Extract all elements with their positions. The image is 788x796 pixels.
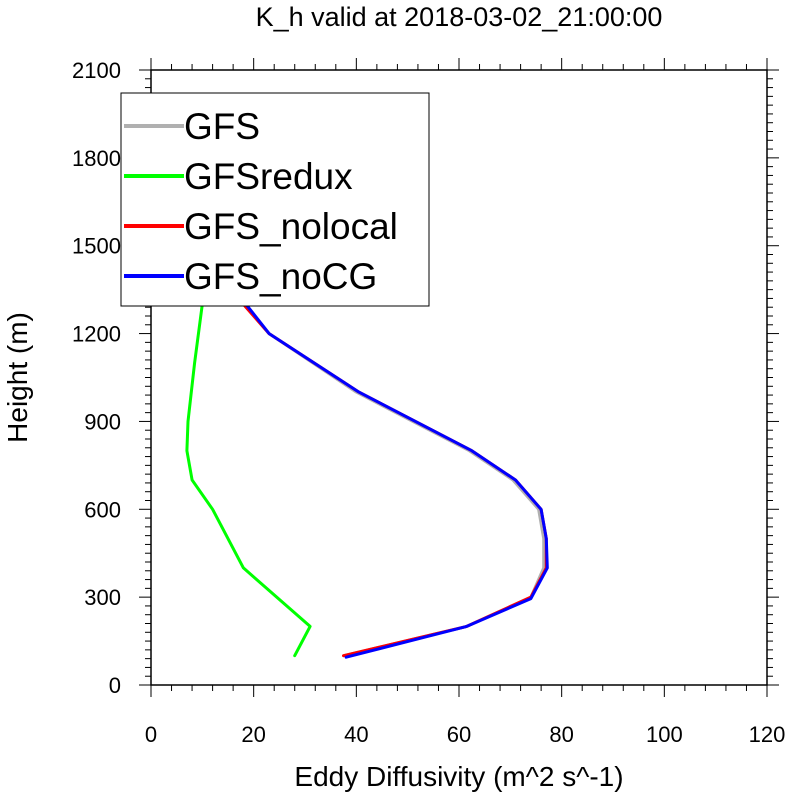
chart-title: K_h valid at 2018-03-02_21:00:00 xyxy=(256,2,663,32)
legend: GFS GFSredux GFS_nolocal GFS_noCG xyxy=(120,92,430,307)
y-tick-label: 900 xyxy=(84,409,121,434)
x-tick-label: 120 xyxy=(749,722,786,747)
x-tick-label: 0 xyxy=(145,722,157,747)
legend-box xyxy=(120,92,430,307)
y-tick-label: 300 xyxy=(84,585,121,610)
y-tick-label: 0 xyxy=(109,673,121,698)
x-tick-label: 40 xyxy=(344,722,368,747)
x-tick-label: 20 xyxy=(241,722,265,747)
legend-label-gfs-nolocal: GFS_nolocal xyxy=(184,206,398,247)
x-tick-label: 100 xyxy=(646,722,683,747)
y-tick-label: 2100 xyxy=(72,58,121,83)
x-tick-label: 60 xyxy=(447,722,471,747)
legend-label-gfs-nocg: GFS_noCG xyxy=(184,256,377,297)
y-tick-label: 600 xyxy=(84,497,121,522)
y-tick-label: 1800 xyxy=(72,146,121,171)
x-tick-label: 80 xyxy=(549,722,573,747)
x-axis-title: Eddy Diffusivity (m^2 s^-1) xyxy=(294,761,623,792)
y-axis-title: Height (m) xyxy=(2,312,33,443)
y-tick-label: 1200 xyxy=(72,322,121,347)
legend-label-gfsredux: GFSredux xyxy=(184,156,353,197)
legend-label-gfs: GFS xyxy=(184,106,260,147)
axis-tick-labels: 0 20 40 60 80 100 1200300600900120015001800210… xyxy=(72,58,785,747)
y-tick-label: 1500 xyxy=(72,234,121,259)
